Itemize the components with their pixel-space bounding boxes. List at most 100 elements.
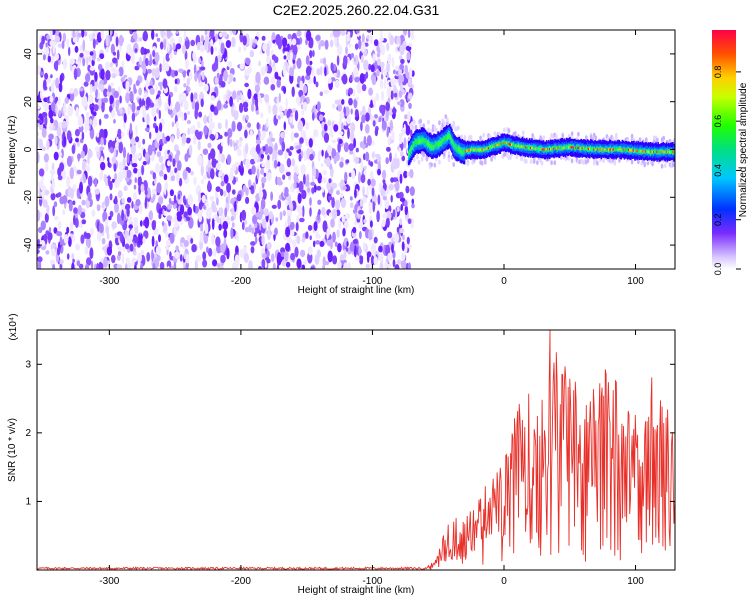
spectrogram-signal-cell [654,150,656,154]
spectrogram-noise-cell [105,35,109,47]
spectrogram-noise-cell [302,205,305,218]
spectrogram-noise-cell [251,206,257,215]
spectrogram-noise-cell [377,168,381,176]
spectrogram-noise-cell [407,110,411,123]
spectrogram-noise-cell [292,239,297,248]
spectrogram-noise-cell [285,226,291,238]
spectrogram-noise-cell [319,240,325,247]
spectrogram-noise-cell [184,38,190,50]
spectrogram-halo-cell [446,117,449,123]
spectrogram-noise-cell [340,197,347,209]
snr-panel: -300 -200 -100 0 100 1 2 3 Height of straight … [7,313,676,596]
spectrogram-noise-cell [343,249,347,260]
spectrogram-noise-cell [311,187,315,194]
spectrogram-signal-cell [615,148,617,152]
spectrogram-halo-cell [422,152,426,158]
spectrogram-noise-cell [45,42,48,48]
spectrogram-noise-cell [133,184,137,190]
spectrogram-noise-cell [317,150,321,162]
spectrogram-noise-cell [254,231,257,238]
spectrogram-noise-cell [362,241,366,252]
spectrogram-noise-cell [114,172,118,181]
spectrogram-noise-cell [190,92,194,103]
spectrogram-noise-cell [100,168,104,178]
spectrogram-noise-cell [403,170,408,179]
spectrogram-noise-cell [290,124,295,129]
spectrogram-noise-cell [250,246,255,254]
spectrogram-noise-cell [178,93,183,104]
spectrogram-halo-cell [664,163,667,169]
spectrogram-noise-cell [314,254,320,265]
spectrogram-noise-cell [135,124,138,136]
spectrogram-halo-cell [567,156,571,161]
spectrogram-noise-cell [236,233,240,242]
spectrogram-noise-cell [96,230,102,242]
spectrogram-noise-cell [350,122,356,133]
spectrogram-noise-cell [238,165,242,173]
spectrogram-noise-cell [71,262,75,269]
spectrogram-noise-cell [353,98,358,109]
spectrogram-signal-cell [440,141,443,147]
spectrogram-noise-cell [183,240,189,248]
spectrogram-noise-cell [121,253,125,265]
spectrogram-halo-cell [577,131,580,137]
spectrogram-noise-cell [109,146,114,154]
spectrogram-noise-cell [378,245,383,253]
spectrogram-signal-cell [494,144,496,149]
spectrogram-noise-cell [366,253,370,263]
spectrogram-halo-cell [586,158,590,164]
spectrogram-noise-cell [50,74,53,79]
spectrogram-noise-cell [236,90,241,96]
spectrogram-noise-cell [110,43,115,55]
spectrogram-noise-cell [199,44,205,53]
spectrogram-noise-cell [411,203,415,209]
y-tick-label: 40 [23,48,34,60]
spectrogram-noise-cell [351,169,356,180]
spectrogram-signal-cell [512,142,514,146]
spectrogram-noise-cell [341,215,346,223]
spectrogram-noise-cell [316,185,322,191]
spectrogram-noise-cell [400,203,404,212]
spectrogram-noise-cell [159,83,163,91]
spectrogram-noise-cell [406,51,411,61]
spectrogram-noise-cell [283,250,289,262]
spectrogram-noise-cell [345,46,348,55]
spectrogram-halo-cell [460,134,463,140]
spectrogram-noise-cell [242,114,246,122]
spectrogram-noise-cell [239,102,244,113]
spectrogram-noise-cell [359,231,362,239]
spectrogram-noise-cell [111,221,117,229]
spectrogram-noise-cell [106,246,113,256]
spectrogram-noise-cell [236,193,242,202]
spectrogram-noise-cell [263,208,269,217]
spectrogram-noise-cell [104,128,108,139]
spectrogram-noise-cell [223,70,229,82]
spectrogram-noise-cell [276,96,280,106]
spectrogram-noise-cell [101,202,105,209]
spectrogram-noise-cell [151,188,157,199]
spectrogram-noise-cell [215,236,221,247]
spectrogram-noise-cell [272,262,276,269]
spectrogram-noise-cell [66,176,71,188]
spectrogram-halo-cell [503,127,506,133]
spectrogram-noise-cell [341,73,348,85]
spectrogram-signal-cell [457,146,459,152]
spectrogram-noise-cell [37,209,41,222]
spectrogram-noise-cell [260,112,264,119]
spectrogram-noise-cell [142,161,147,166]
spectrogram-noise-cell [406,236,410,245]
spectrogram-noise-cell [55,53,60,61]
spectrogram-noise-cell [172,158,176,168]
spectrogram-noise-cell [336,229,340,238]
spectrogram-noise-cell [353,245,357,258]
spectrogram-noise-cell [398,132,403,138]
spectrogram-noise-cell [94,177,98,188]
spectrogram-noise-cell [140,46,145,56]
spectrogram-noise-cell [91,59,95,67]
spectrogram-signal-cell [513,142,515,146]
spectrogram-noise-cell [405,185,410,194]
spectrogram-noise-cell [176,149,181,157]
spectrogram-halo-cell [444,114,448,119]
spectrogram-noise-cell [82,57,86,67]
spectrogram-noise-cell [376,52,381,58]
